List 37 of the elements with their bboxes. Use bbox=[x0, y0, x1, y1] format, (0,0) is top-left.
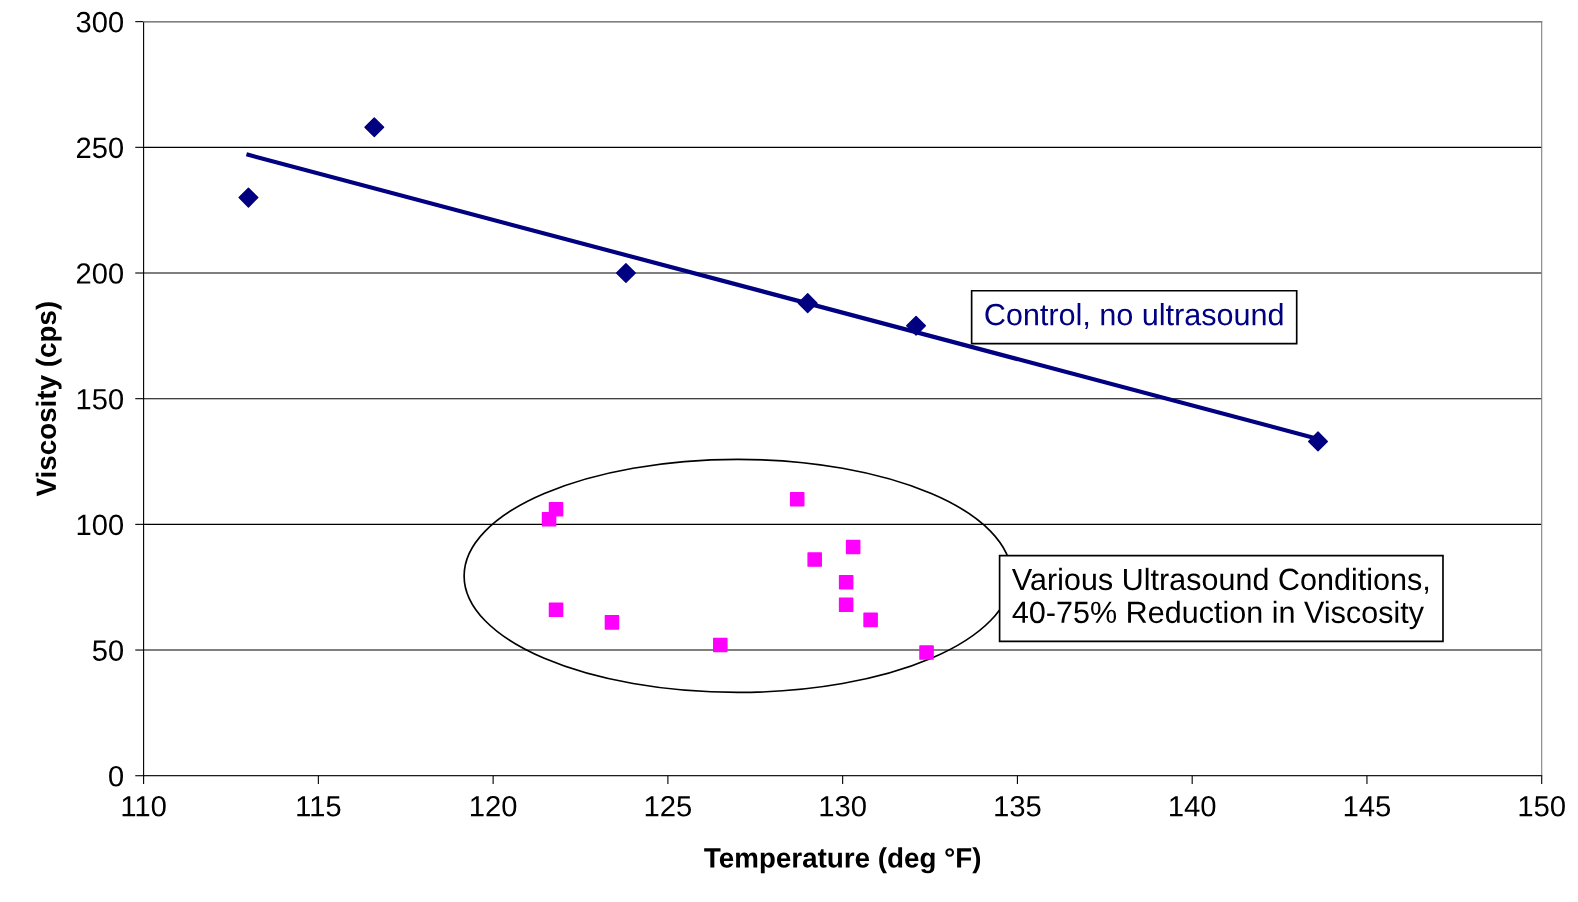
point bbox=[919, 645, 934, 660]
x-tick-label: 115 bbox=[297, 796, 341, 817]
x-tick-label: 120 bbox=[471, 795, 517, 817]
point bbox=[238, 187, 259, 208]
x-tick-label: 110 bbox=[122, 795, 166, 817]
point bbox=[604, 615, 620, 630]
y-tick-label: 200 bbox=[76, 263, 124, 284]
x-tick-label: 130 bbox=[820, 795, 866, 817]
y-tick-label: 50 bbox=[92, 640, 124, 661]
point bbox=[1307, 431, 1329, 452]
x-tick-label: 125 bbox=[645, 795, 691, 817]
annotation: Control, no ultrasound bbox=[985, 303, 1283, 330]
y-tick-label: 300 bbox=[76, 11, 124, 33]
x-tick-label: 145 bbox=[1344, 796, 1391, 817]
point bbox=[548, 602, 564, 618]
point bbox=[713, 637, 728, 653]
point bbox=[797, 293, 818, 314]
point bbox=[845, 539, 861, 555]
point bbox=[615, 262, 636, 284]
y-tick-label: 0 bbox=[109, 765, 124, 787]
y-tick-label: 100 bbox=[77, 514, 124, 536]
point bbox=[906, 315, 927, 336]
point bbox=[364, 117, 385, 138]
annotation: Various Ultrasound Conditions, 40-75% Reduction in Viscosity bbox=[1011, 567, 1429, 630]
point bbox=[838, 597, 854, 613]
x-axis-title: Temperature (deg °F) bbox=[704, 847, 981, 874]
x-tick-label: 150 bbox=[1519, 795, 1565, 817]
point bbox=[863, 612, 878, 628]
y-tick-label: 150 bbox=[77, 388, 124, 410]
y-axis-title: Viscosity (cps) bbox=[35, 302, 62, 497]
point bbox=[807, 552, 822, 567]
y-tick-label: 250 bbox=[76, 137, 124, 159]
x-tick-label: 140 bbox=[1170, 795, 1216, 817]
point bbox=[789, 491, 805, 507]
point bbox=[838, 574, 854, 590]
point bbox=[548, 501, 564, 517]
x-tick-label: 135 bbox=[995, 795, 1041, 817]
